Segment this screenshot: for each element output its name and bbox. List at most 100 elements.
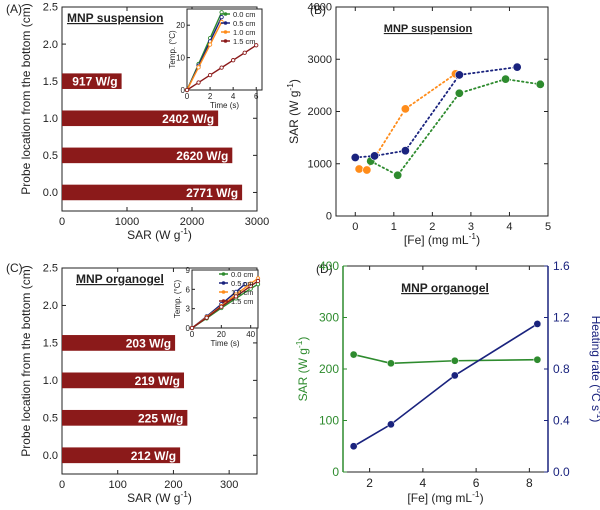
y-tick-label: 2000 (308, 106, 332, 118)
label-part: Probe location from the bottom (cm) (19, 3, 33, 194)
inset-y-tick-label: 10 (176, 54, 185, 63)
y-tick-label: 3000 (308, 54, 332, 66)
inset-point (219, 304, 224, 309)
label-part: SAR (W g (127, 491, 180, 505)
bar-label: 917 W/g (72, 75, 117, 89)
x-tick-label: 4 (506, 221, 512, 233)
inset-y-tick-label: 6 (186, 285, 191, 294)
inset-series-line (186, 21, 223, 91)
bar (62, 372, 185, 389)
x-tick-label: 6 (473, 476, 480, 490)
label-part: ) (296, 337, 310, 341)
legend-label: 1.0 cm (231, 288, 254, 297)
data-point (450, 356, 459, 365)
y-tick-label-right: 0.8 (553, 362, 570, 376)
y-tick-label: 2.5 (43, 2, 58, 14)
data-point (400, 146, 410, 156)
data-point (350, 152, 360, 162)
data-point (454, 88, 464, 98)
panel-letter: (C) (6, 261, 23, 275)
legend-label: 0.5 cm (231, 279, 254, 288)
series-line (353, 323, 538, 447)
data-point (454, 70, 464, 80)
inset-point (204, 315, 209, 320)
x-tick-label: 5 (545, 221, 551, 233)
x-axis-label: [Fe] (mg mL-1) (404, 231, 480, 247)
bar (62, 73, 122, 89)
data-point (450, 371, 459, 380)
label-part: [Fe] (mg mL (407, 491, 472, 505)
inset-point (242, 282, 247, 287)
inset-x-tick-label: 0 (185, 92, 190, 101)
chart-title: MNP organogel (76, 272, 164, 286)
x-tick-label: 2000 (180, 216, 204, 228)
y-axis-label: SAR (W g-1) (285, 79, 301, 144)
inset-point (255, 278, 261, 284)
inset-y-tick-label: 0 (186, 324, 191, 333)
y-axis-label: Probe location from the bottom (cm) (19, 265, 33, 456)
inset-y-label: Temp. (°C) (168, 30, 177, 69)
inset-point (207, 42, 213, 47)
y-tick-label: 400 (319, 259, 339, 273)
bar-label: 212 W/g (131, 449, 176, 463)
x-tick-label: 4 (420, 476, 427, 490)
inset-y-tick-label: 0 (181, 86, 186, 95)
y-tick-label: 2.0 (43, 300, 58, 312)
legend-marker (223, 30, 228, 34)
data-point (501, 74, 511, 84)
inset-point (219, 65, 224, 70)
x-tick-label: 2 (429, 221, 435, 233)
label-part: ) (188, 491, 192, 505)
label-part: SAR (W g (127, 228, 180, 242)
x-tick-label: 1000 (115, 216, 139, 228)
y-tick-label: 1.5 (43, 338, 58, 350)
inset-y-tick-label: 20 (176, 21, 185, 30)
y-axis-label: Probe location from the bottom (cm) (19, 3, 33, 194)
label-part: -1 (180, 489, 188, 499)
inset-y-tick-label: 3 (186, 305, 191, 314)
label-part: -1 (285, 83, 295, 91)
legend-label: 1.0 cm (233, 28, 256, 37)
label-part: -1 (180, 226, 188, 236)
data-point (387, 420, 395, 429)
plot-frame (335, 6, 549, 217)
legend-marker (221, 290, 226, 294)
x-axis-label: SAR (W g-1) (127, 489, 192, 505)
bar (62, 147, 233, 164)
data-point (512, 62, 522, 72)
legend-marker (223, 12, 228, 16)
inset-point (196, 65, 201, 70)
inset-point (242, 50, 247, 55)
series-line (353, 353, 538, 365)
label-part: Heating rate ( (589, 316, 600, 389)
legend-label: 0.0 cm (233, 10, 256, 19)
bar-label: 225 W/g (138, 411, 183, 425)
label-part: -1 (294, 340, 304, 348)
panel-letter: (A) (6, 2, 22, 16)
inset-x-label: Time (s) (210, 339, 239, 348)
data-point (535, 79, 545, 89)
legend-label: 1.5 cm (233, 37, 256, 46)
bar-label: 203 W/g (126, 336, 171, 350)
inset-point (219, 14, 224, 20)
legend-marker (223, 21, 228, 25)
chart-title: MNP suspension (384, 23, 473, 35)
y-tick-label: 1.0 (43, 375, 58, 387)
bar (62, 110, 219, 127)
data-point (533, 320, 542, 328)
bar (62, 335, 176, 351)
x-tick-label: 1 (391, 221, 397, 233)
data-point (362, 165, 372, 175)
chart-title: MNP suspension (67, 11, 163, 25)
y-tick-label-right: 0.0 (553, 465, 570, 479)
y-tick-label: 200 (319, 362, 339, 376)
x-tick-label: 3 (468, 221, 474, 233)
y-tick-label: 0 (332, 465, 339, 479)
label-part: -1 (472, 489, 480, 499)
plot-frame (61, 6, 258, 212)
